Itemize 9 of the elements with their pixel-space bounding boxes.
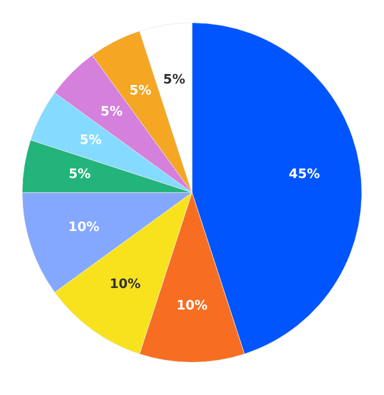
data-label: 10% (68, 220, 100, 236)
data-label: 45% (288, 167, 320, 182)
data-label: 5% (129, 84, 152, 99)
data-label: 10% (176, 298, 208, 314)
data-label: 5% (68, 167, 91, 182)
data-label: 5% (100, 104, 123, 120)
data-label: 5% (163, 72, 186, 88)
data-label: 10% (110, 276, 141, 292)
data-label: 5% (80, 133, 102, 148)
